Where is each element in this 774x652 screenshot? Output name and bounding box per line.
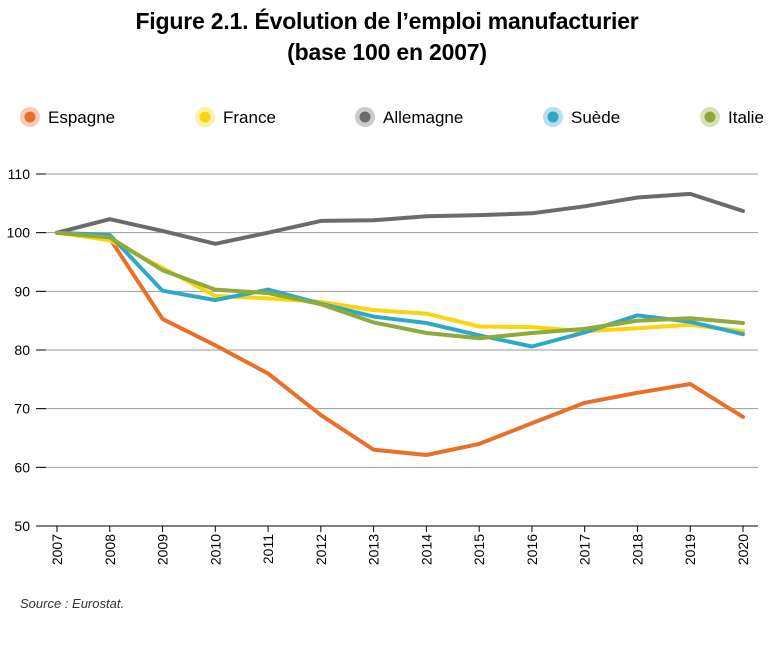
- y-tick-label-50: 50: [14, 518, 30, 534]
- x-tick-label-2009: 2009: [155, 534, 171, 565]
- chart-grid: [39, 173, 758, 468]
- chart-legend: Espagne France Allemagne Suède Italie: [20, 107, 764, 127]
- chart-title-line1: Figure 2.1. Évolution de l’emploi manufa…: [135, 8, 639, 34]
- legend-marker: [547, 111, 559, 123]
- chart-title-line2: (base 100 en 2007): [287, 39, 487, 65]
- y-tick-label-90: 90: [14, 283, 30, 299]
- legend-item-suède: Suède: [543, 107, 620, 127]
- legend-label-espagne: Espagne: [48, 108, 115, 127]
- x-tick-label-2013: 2013: [366, 534, 382, 565]
- legend-label-allemagne: Allemagne: [383, 108, 463, 127]
- x-tick-label-2020: 2020: [735, 534, 751, 565]
- legend-marker: [24, 111, 36, 123]
- x-tick-label-2014: 2014: [418, 534, 434, 565]
- series-line-italie: [55, 230, 745, 341]
- series-line-suède: [55, 230, 745, 349]
- x-tick-label-2018: 2018: [629, 534, 645, 565]
- legend-item-france: France: [195, 107, 276, 127]
- chart-series: [55, 191, 745, 457]
- x-tick-label-2012: 2012: [313, 534, 329, 565]
- legend-item-italie: Italie: [700, 107, 764, 127]
- x-axis: 2007 2008 2009 2010 2011 2012 2013 2014 2015 2016…: [36, 525, 758, 565]
- legend-marker: [359, 111, 371, 123]
- y-tick-label-70: 70: [14, 401, 30, 417]
- x-tick-label-2017: 2017: [577, 534, 593, 565]
- x-tick-label-2015: 2015: [471, 534, 487, 565]
- x-tick-label-2010: 2010: [207, 534, 223, 565]
- legend-label-france: France: [223, 108, 276, 127]
- legend-item-espagne: Espagne: [20, 107, 115, 127]
- y-tick-label-60: 60: [14, 459, 30, 475]
- legend-marker: [704, 111, 716, 123]
- series-line-espagne: [55, 230, 745, 457]
- legend-label-italie: Italie: [728, 108, 764, 127]
- series-line-allemagne: [55, 191, 745, 246]
- source-note: Source : Eurostat.: [20, 596, 125, 611]
- x-tick-label-2016: 2016: [524, 534, 540, 565]
- y-tick-label-100: 100: [7, 225, 31, 241]
- legend-label-suède: Suède: [571, 108, 620, 127]
- chart-title: Figure 2.1. Évolution de l’emploi manufa…: [0, 6, 774, 68]
- x-tick-label-2008: 2008: [102, 534, 118, 565]
- legend-item-allemagne: Allemagne: [355, 107, 463, 127]
- x-tick-label-2019: 2019: [682, 534, 698, 565]
- x-tick-label-2007: 2007: [49, 534, 65, 565]
- y-axis: 50 60 70 80 90 100 110: [7, 166, 46, 534]
- x-tick-label-2011: 2011: [260, 534, 276, 564]
- legend-marker: [199, 111, 211, 123]
- y-tick-label-110: 110: [8, 166, 31, 182]
- y-tick-label-80: 80: [14, 342, 30, 358]
